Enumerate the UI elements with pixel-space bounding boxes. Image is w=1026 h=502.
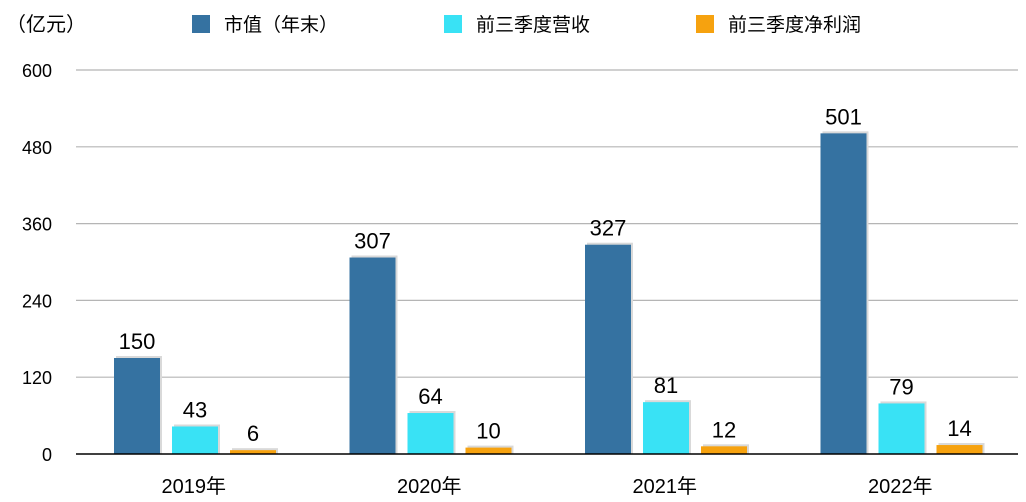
y-tick-label: 240 xyxy=(22,291,52,311)
bar xyxy=(114,358,160,454)
data-label: 43 xyxy=(183,397,207,422)
bar xyxy=(585,244,631,454)
data-label: 501 xyxy=(825,104,862,129)
y-axis-unit-label: （亿元） xyxy=(6,14,86,36)
bar xyxy=(230,450,276,454)
y-tick-label: 360 xyxy=(22,215,52,235)
data-label: 79 xyxy=(889,374,913,399)
legend: 市值（年末） 前三季度营收 前三季度净利润 xyxy=(0,10,1026,36)
bar xyxy=(936,445,983,454)
data-label: 12 xyxy=(712,417,736,442)
x-tick-label: 2019年 xyxy=(162,475,227,498)
data-label: 327 xyxy=(590,216,627,241)
legend-item-market-cap: 市值（年末） xyxy=(192,10,338,37)
bar xyxy=(701,446,747,454)
bar xyxy=(407,413,454,454)
bar xyxy=(465,447,512,454)
data-label: 14 xyxy=(947,416,971,441)
legend-label-net-profit: 前三季度净利润 xyxy=(728,15,862,36)
x-tick-label: 2022年 xyxy=(868,475,933,498)
y-tick-label: 480 xyxy=(22,138,52,158)
x-tick-label: 2020年 xyxy=(397,475,462,498)
legend-label-market-cap: 市值（年末） xyxy=(224,15,339,36)
legend-swatch-revenue xyxy=(444,14,462,33)
bar xyxy=(643,402,689,454)
legend-item-net-profit: 前三季度净利润 xyxy=(696,10,861,37)
data-label: 6 xyxy=(247,421,259,446)
y-tick-label: 0 xyxy=(42,445,52,465)
y-tick-label: 120 xyxy=(22,368,52,388)
x-tick-label: 2021年 xyxy=(633,475,698,498)
data-label: 81 xyxy=(654,373,678,398)
legend-swatch-market-cap xyxy=(192,14,210,33)
bar xyxy=(878,403,925,454)
data-label: 307 xyxy=(354,229,391,254)
legend-item-revenue: 前三季度营收 xyxy=(444,10,590,37)
legend-label-revenue: 前三季度营收 xyxy=(476,15,591,36)
y-tick-label: 600 xyxy=(22,61,52,81)
bar xyxy=(820,133,867,455)
bar xyxy=(349,257,396,454)
bar xyxy=(172,426,218,454)
legend-swatch-net-profit xyxy=(696,14,714,33)
data-label: 64 xyxy=(418,384,442,409)
data-label: 10 xyxy=(476,419,500,444)
data-label: 150 xyxy=(119,329,156,354)
